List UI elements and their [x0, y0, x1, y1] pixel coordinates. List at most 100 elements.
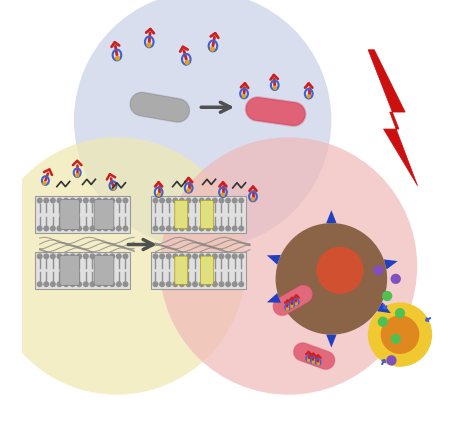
Circle shape	[96, 197, 102, 204]
Circle shape	[391, 274, 401, 284]
Circle shape	[42, 181, 46, 185]
Polygon shape	[377, 302, 391, 313]
Circle shape	[43, 253, 49, 259]
Circle shape	[63, 197, 69, 204]
Circle shape	[219, 197, 225, 204]
Circle shape	[307, 94, 311, 99]
Circle shape	[74, 0, 331, 249]
Circle shape	[122, 253, 128, 259]
Circle shape	[225, 281, 231, 287]
Circle shape	[36, 281, 43, 287]
Circle shape	[179, 253, 185, 259]
Circle shape	[172, 281, 178, 287]
Circle shape	[70, 253, 76, 259]
Circle shape	[381, 315, 419, 354]
Circle shape	[90, 253, 95, 259]
Circle shape	[179, 197, 185, 204]
Circle shape	[317, 363, 320, 366]
Circle shape	[63, 226, 69, 232]
Circle shape	[219, 281, 225, 287]
Circle shape	[219, 226, 225, 232]
Circle shape	[238, 226, 244, 232]
Circle shape	[212, 226, 218, 232]
Circle shape	[166, 197, 172, 204]
Circle shape	[109, 281, 115, 287]
Circle shape	[0, 137, 246, 395]
Circle shape	[374, 265, 384, 275]
Circle shape	[159, 281, 165, 287]
Circle shape	[159, 253, 165, 259]
Circle shape	[221, 193, 225, 197]
Circle shape	[295, 302, 298, 305]
Circle shape	[391, 334, 401, 344]
Circle shape	[316, 247, 364, 294]
FancyBboxPatch shape	[60, 255, 80, 285]
Circle shape	[225, 253, 231, 259]
Circle shape	[76, 197, 82, 204]
FancyBboxPatch shape	[94, 199, 114, 230]
Circle shape	[36, 226, 43, 232]
Circle shape	[43, 197, 49, 204]
Circle shape	[386, 355, 397, 366]
Circle shape	[275, 223, 387, 335]
Circle shape	[378, 317, 388, 327]
Circle shape	[199, 281, 205, 287]
Circle shape	[76, 281, 82, 287]
Circle shape	[205, 253, 211, 259]
Circle shape	[70, 226, 76, 232]
Circle shape	[90, 197, 95, 204]
Circle shape	[172, 253, 178, 259]
Circle shape	[116, 226, 122, 232]
Circle shape	[273, 86, 277, 90]
Circle shape	[368, 302, 432, 367]
Circle shape	[90, 226, 95, 232]
Circle shape	[185, 226, 191, 232]
Circle shape	[56, 197, 63, 204]
Circle shape	[238, 281, 244, 287]
Polygon shape	[368, 50, 418, 186]
Polygon shape	[130, 92, 190, 122]
Circle shape	[76, 253, 82, 259]
Circle shape	[122, 226, 128, 232]
Circle shape	[238, 253, 244, 259]
Polygon shape	[273, 285, 312, 316]
Circle shape	[103, 226, 109, 232]
Circle shape	[166, 226, 172, 232]
Circle shape	[153, 281, 158, 287]
Circle shape	[103, 253, 109, 259]
Polygon shape	[130, 92, 190, 122]
FancyBboxPatch shape	[60, 199, 80, 230]
Circle shape	[232, 226, 237, 232]
Circle shape	[219, 253, 225, 259]
Circle shape	[160, 137, 417, 395]
Circle shape	[146, 42, 152, 48]
Circle shape	[172, 197, 178, 204]
Circle shape	[109, 226, 115, 232]
Circle shape	[122, 281, 128, 287]
Circle shape	[185, 197, 191, 204]
Circle shape	[225, 197, 231, 204]
Circle shape	[166, 281, 172, 287]
Circle shape	[290, 305, 293, 308]
Circle shape	[166, 253, 172, 259]
Circle shape	[109, 197, 115, 204]
Circle shape	[212, 253, 218, 259]
Circle shape	[96, 226, 102, 232]
Circle shape	[153, 197, 158, 204]
Circle shape	[50, 281, 56, 287]
Circle shape	[56, 253, 63, 259]
Circle shape	[90, 281, 95, 287]
Circle shape	[153, 226, 158, 232]
Circle shape	[159, 226, 165, 232]
FancyBboxPatch shape	[36, 196, 130, 233]
Circle shape	[172, 226, 178, 232]
Circle shape	[192, 281, 198, 287]
Circle shape	[210, 47, 215, 52]
Circle shape	[36, 253, 43, 259]
Circle shape	[56, 226, 63, 232]
Circle shape	[185, 253, 191, 259]
Polygon shape	[326, 335, 337, 347]
Circle shape	[63, 253, 69, 259]
Polygon shape	[246, 97, 305, 126]
FancyBboxPatch shape	[175, 256, 188, 284]
